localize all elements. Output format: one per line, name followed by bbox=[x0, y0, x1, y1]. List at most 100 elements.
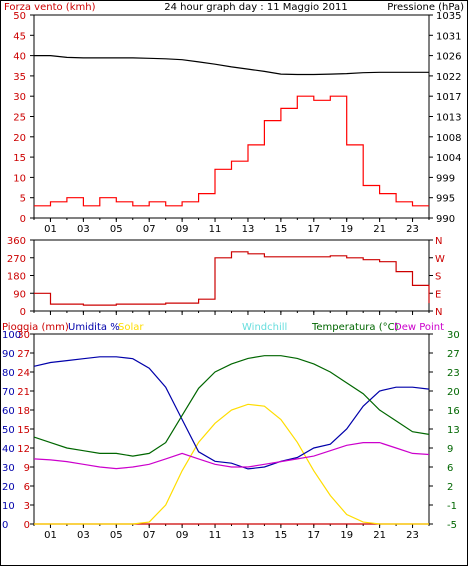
pressure-line bbox=[34, 54, 429, 76]
x-tick-label: 05 bbox=[110, 530, 123, 541]
legend-dewpoint: Dew Point bbox=[394, 322, 444, 333]
y-tick-label: 270 bbox=[7, 254, 26, 265]
y-tick-label: 1017 bbox=[436, 92, 461, 103]
rain-tick-label: 24 bbox=[17, 368, 30, 379]
y-tick-label: 25 bbox=[13, 113, 26, 124]
rain-tick-label: 21 bbox=[17, 387, 30, 398]
y-tick-label: 23 bbox=[447, 368, 460, 379]
wind-speed-line bbox=[34, 95, 429, 207]
humidity-tick-label: 30 bbox=[2, 463, 15, 474]
chart-title: 24 hour graph day : 11 Maggio 2011 bbox=[164, 2, 347, 13]
dewpoint-line bbox=[33, 442, 430, 470]
x-tick-label: 01 bbox=[44, 530, 57, 541]
legend-solar: Solar bbox=[118, 322, 144, 333]
solar-line bbox=[34, 403, 429, 525]
x-tick-label: 19 bbox=[340, 224, 353, 235]
x-tick-label: 17 bbox=[307, 224, 320, 235]
y-tick-label: E bbox=[435, 289, 441, 300]
y-tick-label: N bbox=[435, 236, 442, 247]
y-tick-label: 27 bbox=[447, 349, 460, 360]
humidity-line bbox=[33, 356, 430, 470]
x-tick-label: 19 bbox=[340, 530, 353, 541]
y-tick-label: 13 bbox=[447, 425, 460, 436]
humidity-tick-label: 90 bbox=[2, 349, 15, 360]
x-tick-label: 17 bbox=[307, 530, 320, 541]
y-tick-label: 20 bbox=[13, 133, 26, 144]
humidity-tick-label: 0 bbox=[2, 520, 8, 531]
legend-temperature: Temperatura (°C) bbox=[311, 322, 399, 333]
x-tick-label: 09 bbox=[176, 530, 189, 541]
panel-p3-border bbox=[33, 333, 430, 525]
x-tick-label: 11 bbox=[209, 224, 222, 235]
y-tick-label: 45 bbox=[13, 31, 26, 42]
y-tick-label: 15 bbox=[13, 153, 26, 164]
rain-tick-label: 3 bbox=[24, 501, 30, 512]
x-tick-label: 23 bbox=[406, 224, 419, 235]
rain-tick-label: 6 bbox=[24, 482, 30, 493]
y-tick-label: 16 bbox=[447, 406, 460, 417]
y-tick-label: W bbox=[435, 254, 445, 265]
rain-tick-label: 30 bbox=[17, 330, 30, 341]
panel-p2-border bbox=[33, 239, 430, 312]
humidity-tick-label: 80 bbox=[2, 368, 15, 379]
x-tick-label: 11 bbox=[209, 530, 222, 541]
rain-tick-label: 12 bbox=[17, 444, 30, 455]
y-tick-label: 1031 bbox=[436, 31, 461, 42]
panel-p1-border bbox=[33, 14, 430, 219]
x-tick-label: 15 bbox=[275, 224, 288, 235]
y-tick-label: -1 bbox=[447, 501, 457, 512]
x-tick-label: 03 bbox=[77, 224, 90, 235]
y-tick-label: 5 bbox=[20, 194, 26, 205]
legend-humidity: Umidita % bbox=[68, 322, 120, 333]
rain-tick-label: 27 bbox=[17, 349, 30, 360]
y-tick-label: -5 bbox=[447, 520, 457, 531]
y-tick-label: 360 bbox=[7, 236, 26, 247]
y-tick-label: 1013 bbox=[436, 113, 461, 124]
wind-direction-line bbox=[34, 251, 430, 306]
x-tick-label: 15 bbox=[275, 530, 288, 541]
x-tick-label: 05 bbox=[110, 224, 123, 235]
y-tick-label: 9 bbox=[447, 444, 453, 455]
y-tick-label: 1004 bbox=[436, 153, 461, 164]
y-tick-label: 1035 bbox=[436, 11, 461, 22]
x-tick-label: 07 bbox=[143, 224, 156, 235]
humidity-tick-label: 50 bbox=[2, 425, 15, 436]
humidity-tick-label: 100 bbox=[2, 330, 21, 341]
legend-windchill: Windchill bbox=[242, 322, 287, 333]
x-tick-label: 13 bbox=[242, 530, 255, 541]
humidity-tick-label: 10 bbox=[2, 501, 15, 512]
humidity-tick-label: 40 bbox=[2, 444, 15, 455]
rain-tick-label: 15 bbox=[17, 425, 30, 436]
x-tick-label: 23 bbox=[406, 530, 419, 541]
wind-speed-title: Forza vento (kmh) bbox=[4, 2, 96, 13]
y-tick-label: 30 bbox=[13, 92, 26, 103]
y-tick-label: 20 bbox=[447, 387, 460, 398]
y-tick-label: 0 bbox=[20, 214, 26, 225]
y-tick-label: 6 bbox=[447, 463, 453, 474]
rain-tick-label: 18 bbox=[17, 406, 30, 417]
y-tick-label: 990 bbox=[436, 214, 455, 225]
y-tick-label: 1026 bbox=[436, 52, 461, 63]
y-tick-label: 0 bbox=[20, 307, 26, 318]
humidity-tick-label: 70 bbox=[2, 387, 15, 398]
rain-tick-label: 0 bbox=[24, 520, 30, 531]
x-tick-label: 03 bbox=[77, 530, 90, 541]
rain-tick-label: 9 bbox=[24, 463, 30, 474]
y-tick-label: 50 bbox=[13, 11, 26, 22]
y-tick-label: 30 bbox=[447, 330, 460, 341]
y-tick-label: 1008 bbox=[436, 133, 461, 144]
y-tick-label: 2 bbox=[447, 482, 453, 493]
humidity-tick-label: 60 bbox=[2, 406, 15, 417]
x-tick-label: 07 bbox=[143, 530, 156, 541]
y-tick-label: 995 bbox=[436, 194, 455, 205]
y-tick-label: S bbox=[435, 272, 441, 283]
y-tick-label: 1022 bbox=[436, 72, 461, 83]
x-tick-label: 21 bbox=[373, 530, 386, 541]
y-tick-label: 90 bbox=[13, 289, 26, 300]
x-tick-label: 09 bbox=[176, 224, 189, 235]
temperature-line bbox=[33, 355, 430, 457]
y-tick-label: 10 bbox=[13, 173, 26, 184]
pressure-title: Pressione (hPa) bbox=[387, 2, 464, 13]
x-tick-label: 21 bbox=[373, 224, 386, 235]
